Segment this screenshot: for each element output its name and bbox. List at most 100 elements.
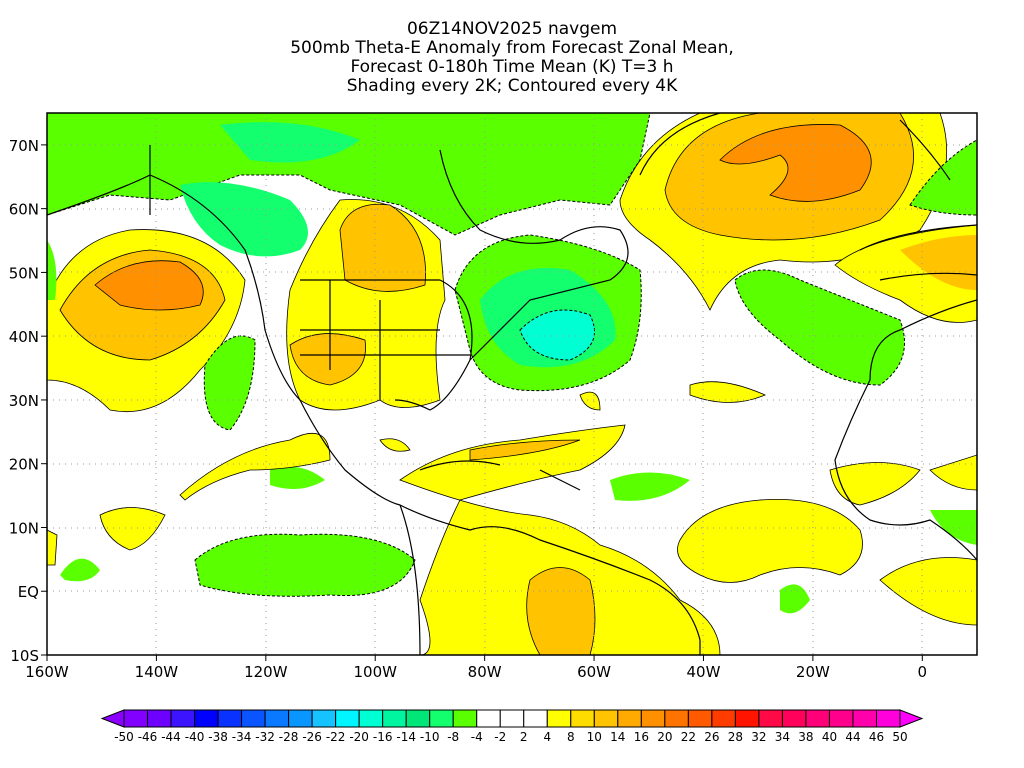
colorbar-swatch bbox=[617, 709, 642, 728]
colorbar-swatch bbox=[335, 709, 360, 728]
title-line-1: 06Z14NOV2025 navgem bbox=[406, 19, 618, 39]
colorbar-swatch bbox=[311, 709, 337, 728]
colorbar-label: 14 bbox=[610, 730, 625, 744]
colorbar-swatch bbox=[640, 709, 666, 728]
colorbar-label: 50 bbox=[892, 730, 907, 744]
colorbar-swatch bbox=[170, 709, 196, 728]
anomaly-region-positive bbox=[469, 439, 596, 655]
lat-tick-label: 70N bbox=[9, 137, 39, 155]
colorbar-swatch bbox=[429, 709, 454, 728]
colorbar-swatch bbox=[241, 709, 266, 728]
colorbar-swatch bbox=[758, 709, 783, 728]
colorbar-swatch bbox=[734, 709, 760, 728]
colorbar-label: -26 bbox=[302, 730, 322, 744]
title-line-2: 500mb Theta-E Anomaly from Forecast Zona… bbox=[290, 38, 734, 58]
colorbar-label: 28 bbox=[728, 730, 743, 744]
colorbar-label: -22 bbox=[326, 730, 346, 744]
colorbar-under-triangle bbox=[100, 709, 125, 728]
colorbar-swatch bbox=[805, 709, 830, 728]
colorbar-label: 46 bbox=[869, 730, 884, 744]
colorbar-swatch bbox=[264, 709, 290, 728]
lon-tick-label: 20W bbox=[796, 663, 830, 681]
colorbar-swatch bbox=[711, 709, 736, 728]
colorbar-label: 10 bbox=[587, 730, 602, 744]
colorbar-swatch bbox=[546, 709, 572, 728]
colorbar-label: -14 bbox=[396, 730, 416, 744]
colorbar-swatch bbox=[123, 709, 149, 728]
anomaly-region-negative bbox=[180, 122, 360, 257]
anomaly-region-negative bbox=[47, 240, 57, 300]
lat-tick-label: 30N bbox=[9, 392, 39, 410]
colorbar-label: 22 bbox=[681, 730, 696, 744]
anomaly-region-positive bbox=[47, 454, 977, 626]
lon-tick-label: 0 bbox=[918, 663, 928, 681]
colorbar-label: -38 bbox=[208, 730, 228, 744]
axis-ticks: 160W 140W 120W 100W 80W 60W 40W 20W 0 70N 60N 50N 40… bbox=[9, 137, 927, 681]
colorbar-swatch bbox=[570, 709, 595, 728]
colorbar-swatch bbox=[194, 709, 219, 728]
lon-tick-label: 140W bbox=[135, 663, 179, 681]
colorbar-swatch bbox=[781, 709, 807, 728]
lon-tick-label: 160W bbox=[25, 663, 69, 681]
anomaly-region-positive bbox=[399, 424, 721, 655]
colorbar-label: 34 bbox=[775, 730, 790, 744]
colorbar-label: 38 bbox=[798, 730, 813, 744]
colorbar-swatch bbox=[499, 709, 525, 728]
colorbar-label: 16 bbox=[634, 730, 649, 744]
colorbar-label: 44 bbox=[845, 730, 860, 744]
colorbar-label: -50 bbox=[114, 730, 134, 744]
plot-title: 06Z14NOV2025 navgem 500mb Theta-E Anomal… bbox=[0, 20, 1024, 96]
colorbar: -50 -46 -44 -40 -38 -34 -32 -28 -26 -22 -20 -16 -14-… bbox=[100, 709, 924, 744]
colorbar-label: -28 bbox=[279, 730, 299, 744]
anomaly-region-negative bbox=[909, 139, 977, 216]
colorbar-swatch bbox=[147, 709, 172, 728]
colorbar-swatch bbox=[687, 709, 713, 728]
colorbar-label: -2 bbox=[494, 730, 506, 744]
colorbar-swatch bbox=[288, 709, 313, 728]
colorbar-label: -16 bbox=[373, 730, 393, 744]
colorbar-label: 40 bbox=[822, 730, 837, 744]
lon-tick-label: 60W bbox=[577, 663, 611, 681]
colorbar-swatch bbox=[852, 709, 877, 728]
shading-layer bbox=[47, 113, 977, 655]
lat-tick-label: 10N bbox=[9, 519, 39, 537]
colorbar-swatch bbox=[664, 709, 689, 728]
colorbar-swatch bbox=[523, 709, 548, 728]
anomaly-region-negative bbox=[47, 113, 651, 236]
lon-tick-label: 40W bbox=[687, 663, 721, 681]
colorbar-label: 26 bbox=[704, 730, 719, 744]
colorbar-label: -4 bbox=[471, 730, 483, 744]
lat-tick-label: 50N bbox=[9, 264, 39, 282]
lat-tick-label: 60N bbox=[9, 201, 39, 219]
anomaly-region-negative bbox=[734, 269, 905, 386]
colorbar-label: 2 bbox=[520, 730, 528, 744]
colorbar-label: -20 bbox=[349, 730, 369, 744]
colorbar-swatch bbox=[405, 709, 431, 728]
map-frame bbox=[46, 112, 978, 656]
colorbar-label: 8 bbox=[567, 730, 575, 744]
anomaly-region-negative bbox=[203, 335, 256, 431]
gridlines bbox=[47, 113, 977, 655]
colorbar-swatch bbox=[476, 709, 501, 728]
colorbar-label: -40 bbox=[185, 730, 205, 744]
colorbar-swatch bbox=[875, 709, 901, 728]
lon-tick-label: 120W bbox=[244, 663, 288, 681]
colorbar-label: 20 bbox=[657, 730, 672, 744]
lat-tick-label: 20N bbox=[9, 456, 39, 474]
anomaly-region-negative bbox=[194, 533, 416, 597]
anomaly-region-positive bbox=[99, 381, 767, 551]
colorbar-label: -32 bbox=[255, 730, 275, 744]
lat-tick-label: EQ bbox=[18, 583, 39, 601]
coastlines bbox=[47, 113, 977, 655]
colorbar-swatch bbox=[358, 709, 384, 728]
colorbar-swatch bbox=[217, 709, 243, 728]
colorbar-swatch bbox=[828, 709, 854, 728]
anomaly-region-positive bbox=[719, 124, 872, 202]
colorbar-label: -46 bbox=[138, 730, 158, 744]
anomaly-region-positive bbox=[94, 260, 204, 311]
colorbar-label: 4 bbox=[543, 730, 551, 744]
colorbar-over-triangle bbox=[899, 709, 924, 728]
colorbar-label: 32 bbox=[751, 730, 766, 744]
lon-tick-label: 100W bbox=[354, 663, 398, 681]
